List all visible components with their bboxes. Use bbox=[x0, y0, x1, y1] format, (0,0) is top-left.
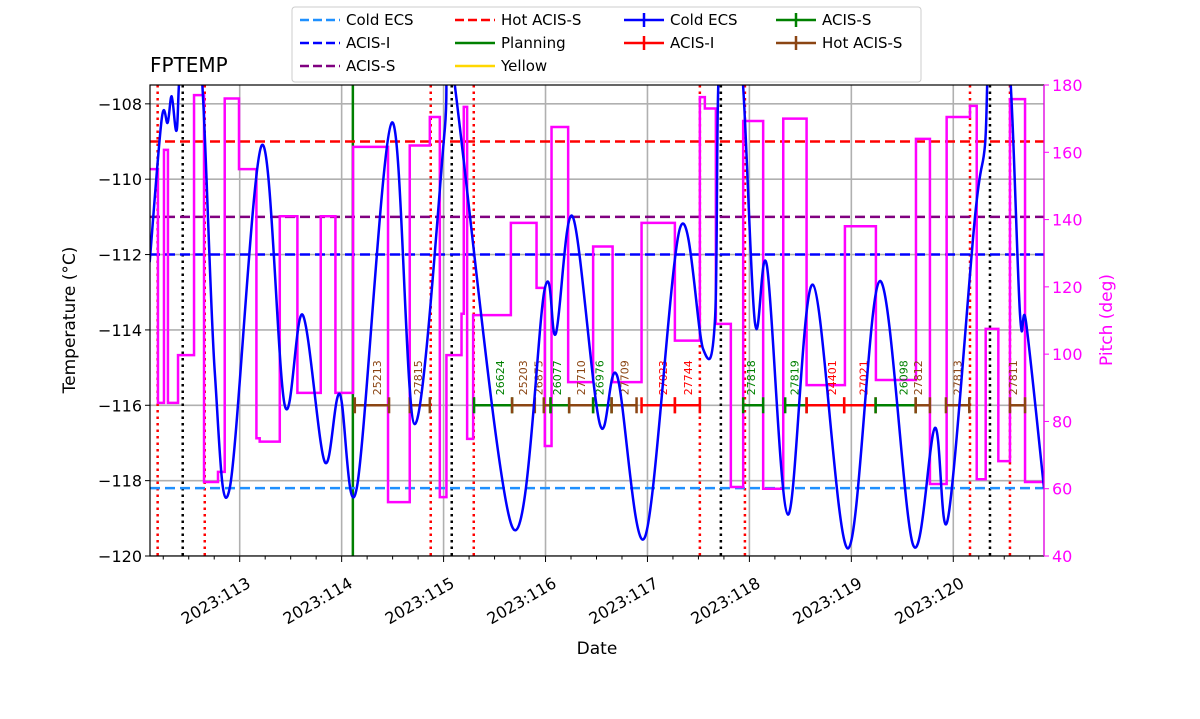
y-axis-label: Temperature (°C) bbox=[60, 247, 80, 395]
obsid-label: 27818 bbox=[745, 360, 758, 395]
plot-frame bbox=[149, 84, 1045, 557]
x-tick-label: 2023:115 bbox=[382, 573, 458, 628]
legend-label: Cold ECS bbox=[670, 11, 738, 29]
x-axis-label: Date bbox=[577, 639, 618, 659]
legend-item: Cold ECS bbox=[624, 11, 738, 29]
y-tick-label: −116 bbox=[98, 396, 142, 415]
y-right-tick-label: 100 bbox=[1052, 345, 1083, 364]
obsid-label: 27709 bbox=[619, 360, 632, 395]
legend-label: ACIS-I bbox=[670, 34, 714, 52]
obsid-label: 25213 bbox=[371, 360, 384, 395]
legend-item: ACIS-S bbox=[776, 11, 871, 29]
legend-label: Cold ECS bbox=[346, 11, 414, 29]
plot-area: 25213 27815 26624 25203 26875 26077 27710 26976… bbox=[150, 85, 1044, 556]
x-tick-label: 2023:113 bbox=[178, 573, 254, 628]
obsid-label: 26077 bbox=[551, 360, 564, 395]
y-right-tick-label: 140 bbox=[1052, 211, 1083, 230]
legend-item: ACIS-I bbox=[300, 34, 390, 52]
legend-item: ACIS-I bbox=[624, 34, 714, 52]
legend-label: Hot ACIS-S bbox=[822, 34, 902, 52]
y-tick-label: −112 bbox=[98, 246, 142, 265]
legend-item: ACIS-S bbox=[300, 57, 395, 75]
y-tick-label: −110 bbox=[98, 170, 142, 189]
y-right-tick-label: 60 bbox=[1052, 480, 1072, 499]
temperature-line bbox=[150, 85, 1044, 550]
chart-title: FPTEMP bbox=[150, 53, 228, 77]
obsid-label: 27812 bbox=[912, 360, 925, 395]
x-tick-label: 2023:114 bbox=[280, 573, 356, 628]
obsid-label: 27710 bbox=[575, 360, 588, 395]
obsid-label: 26976 bbox=[594, 360, 607, 395]
legend: Cold ECS ACIS-I ACIS-S Hot ACIS-S Planning Ye… bbox=[291, 6, 922, 83]
legend-label: Planning bbox=[501, 34, 566, 52]
legend-item: Hot ACIS-S bbox=[455, 11, 581, 29]
legend-label: Hot ACIS-S bbox=[501, 11, 581, 29]
legend-label: ACIS-S bbox=[346, 57, 395, 75]
y-right-tick-label: 180 bbox=[1052, 76, 1083, 95]
obsid-label: 25203 bbox=[517, 360, 530, 395]
x-tick-label: 2023:119 bbox=[789, 573, 865, 628]
legend-label: ACIS-I bbox=[346, 34, 390, 52]
legend-item: Cold ECS bbox=[300, 11, 414, 29]
obsid-label: 24401 bbox=[826, 360, 839, 395]
legend-item: Planning bbox=[455, 34, 566, 52]
legend-label: Yellow bbox=[500, 57, 547, 75]
y-right-tick-label: 120 bbox=[1052, 278, 1083, 297]
legend-item: Hot ACIS-S bbox=[776, 34, 902, 52]
obsid-label: 26624 bbox=[494, 360, 507, 395]
legend-label: ACIS-S bbox=[822, 11, 871, 29]
obsid-label: 27811 bbox=[1007, 360, 1020, 395]
obsid-label: 27819 bbox=[789, 360, 802, 395]
x-tick-label: 2023:120 bbox=[891, 573, 967, 628]
y-right-tick-label: 160 bbox=[1052, 143, 1083, 162]
x-tick-label: 2023:117 bbox=[586, 573, 662, 628]
x-tick-label: 2023:118 bbox=[688, 573, 764, 628]
y-tick-label: −114 bbox=[98, 321, 142, 340]
y-axis-right-label: Pitch (deg) bbox=[1097, 274, 1117, 366]
y-right-tick-label: 40 bbox=[1052, 547, 1072, 566]
y-tick-label: −120 bbox=[98, 547, 142, 566]
legend-item: Yellow bbox=[455, 57, 547, 75]
y-tick-label: −118 bbox=[98, 472, 142, 491]
y-tick-label: −108 bbox=[98, 95, 142, 114]
legend-box bbox=[291, 6, 922, 83]
pitch-line bbox=[150, 93, 1044, 504]
obsid-label: 26098 bbox=[898, 360, 911, 395]
obsid-label: 27744 bbox=[682, 360, 695, 395]
y-right-tick-label: 80 bbox=[1052, 412, 1072, 431]
x-tick-label: 2023:116 bbox=[484, 573, 560, 628]
